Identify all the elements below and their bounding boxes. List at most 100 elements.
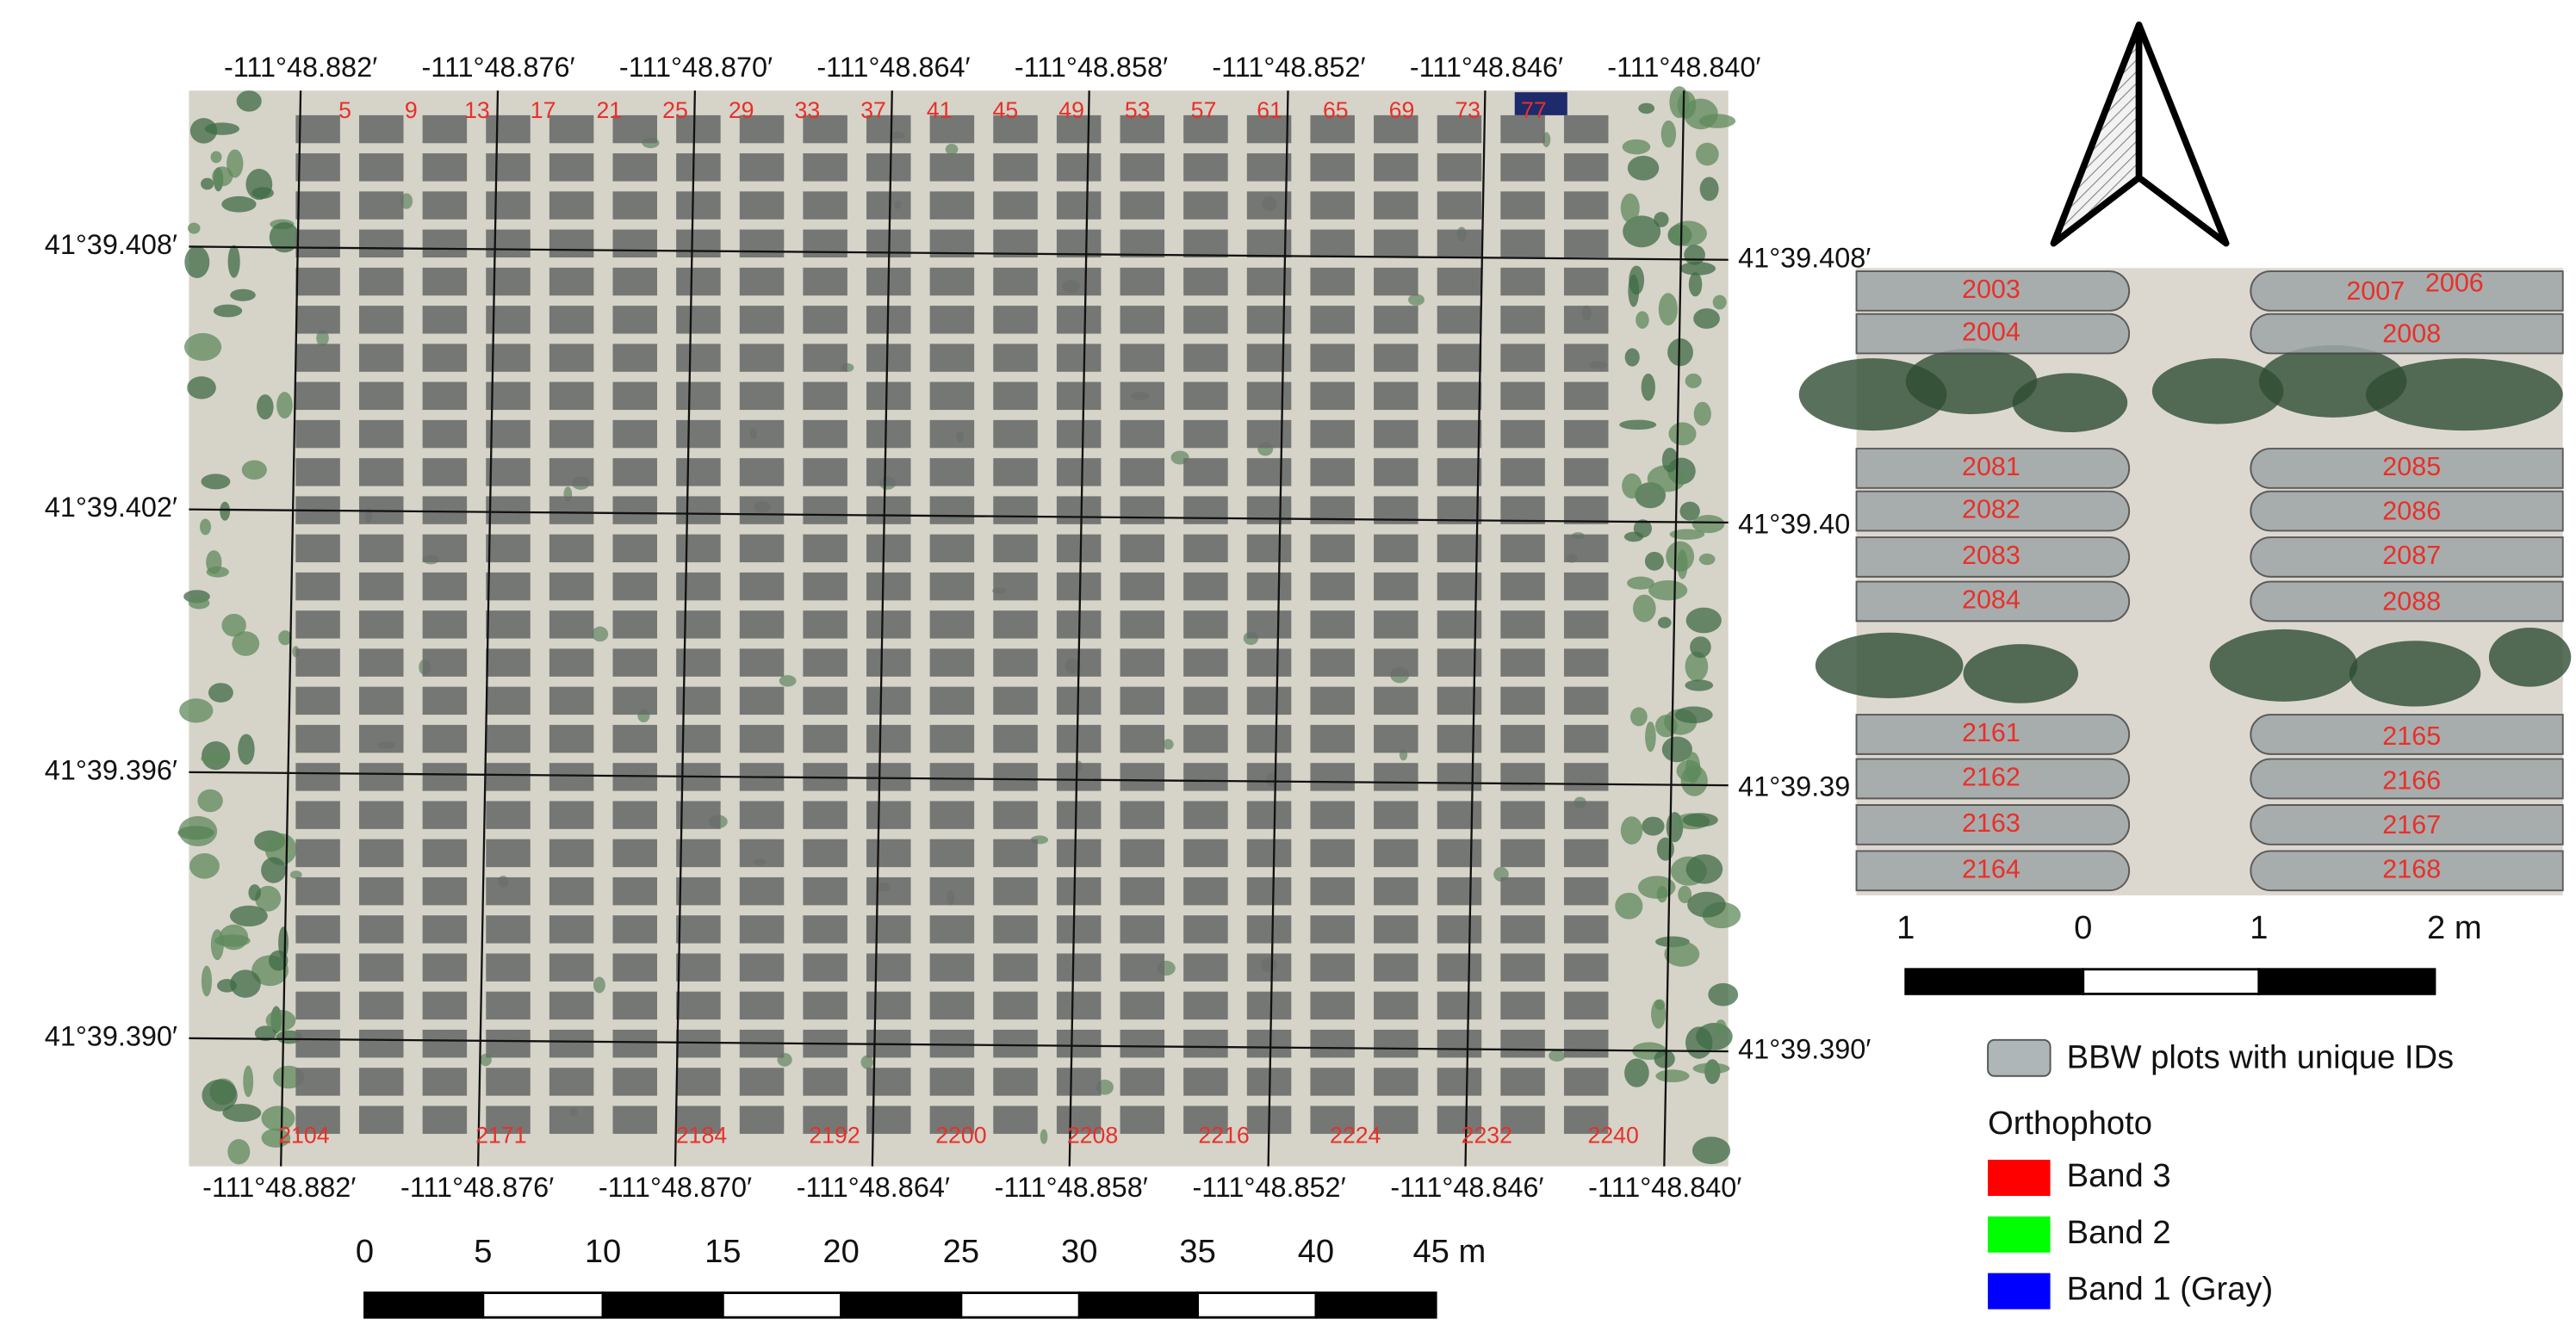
- plot: [1310, 572, 1355, 601]
- plot-id: 61: [1257, 97, 1282, 123]
- plot-id: 2087: [2382, 541, 2441, 570]
- plot: [1183, 876, 1228, 906]
- plot: [1500, 267, 1545, 296]
- inset-plot: [1855, 804, 2131, 845]
- plot: [1183, 229, 1228, 258]
- plot: [1246, 839, 1292, 868]
- latitude-label: 41°39.390′: [1738, 1034, 1871, 1065]
- plot: [612, 724, 658, 753]
- plot: [1563, 724, 1609, 753]
- plot: [549, 763, 594, 791]
- plot: [676, 534, 721, 563]
- plot: [1120, 153, 1165, 182]
- plot: [676, 648, 721, 677]
- plot: [1056, 1106, 1102, 1134]
- plot: [1183, 724, 1228, 753]
- plot: [1246, 115, 1292, 144]
- plot-id: 41: [927, 97, 953, 123]
- scale-label: 35: [1179, 1233, 1215, 1270]
- plot: [1310, 1068, 1355, 1096]
- plot: [358, 991, 404, 1020]
- plot: [929, 991, 975, 1020]
- plot: [1374, 648, 1418, 677]
- plot: [295, 419, 340, 449]
- plot: [866, 801, 911, 829]
- plot-id: 2167: [2382, 810, 2441, 839]
- plot: [1374, 115, 1418, 144]
- plot: [486, 496, 531, 524]
- vegetation: [1655, 1069, 1690, 1083]
- plot: [612, 229, 658, 258]
- plot: [1310, 991, 1355, 1020]
- plot: [929, 686, 975, 715]
- plot: [1120, 991, 1165, 1020]
- plot: [1500, 839, 1545, 868]
- plot: [1500, 686, 1545, 715]
- plot-id: 45: [993, 97, 1019, 123]
- plot: [929, 763, 975, 791]
- vegetation: [265, 1009, 296, 1031]
- north-arrow: [2050, 22, 2230, 247]
- plot-id: 2104: [278, 1122, 330, 1148]
- plot: [295, 229, 340, 258]
- plot: [993, 381, 1038, 411]
- plot: [1437, 1068, 1482, 1096]
- plot: [612, 458, 658, 486]
- plot: [1374, 191, 1418, 220]
- latitude-label: 41°39.396′: [45, 754, 177, 785]
- plot: [1563, 496, 1609, 524]
- plot: [1374, 534, 1418, 563]
- plot: [1310, 953, 1355, 982]
- plot: [358, 876, 404, 906]
- plot: [549, 1029, 594, 1058]
- plot: [866, 686, 911, 715]
- vegetation: [261, 1106, 295, 1131]
- vegetation: [1715, 1019, 1727, 1036]
- plot: [295, 344, 340, 372]
- vegetation: [276, 392, 293, 419]
- vegetation: [592, 626, 609, 642]
- plot: [295, 1068, 340, 1096]
- plot: [803, 381, 847, 411]
- plot: [1183, 915, 1228, 944]
- plot: [486, 381, 531, 411]
- vegetation: [1623, 215, 1661, 248]
- vegetation: [1696, 142, 1719, 166]
- plot: [1374, 458, 1418, 486]
- vegetation: [245, 168, 273, 201]
- plot: [929, 572, 975, 601]
- plot: [803, 458, 847, 486]
- vegetation: [1690, 636, 1711, 659]
- vegetation: [1905, 348, 2038, 415]
- vegetation: [1654, 1050, 1675, 1068]
- vegetation: [232, 631, 260, 656]
- plot: [1563, 572, 1609, 601]
- plot: [803, 876, 847, 906]
- longitude-label: -111°48.870′: [599, 1172, 752, 1203]
- plot: [612, 953, 658, 982]
- vegetation: [860, 1055, 874, 1069]
- plot: [1183, 801, 1228, 829]
- vegetation: [255, 885, 282, 912]
- vegetation: [269, 950, 289, 971]
- plot: [1120, 648, 1165, 677]
- plot: [422, 724, 468, 753]
- plot: [739, 876, 785, 906]
- plot-id: 2165: [2382, 722, 2441, 751]
- plot-id: 77: [1521, 97, 1547, 123]
- plot: [422, 458, 468, 486]
- vegetation: [1685, 373, 1702, 388]
- plot: [358, 153, 404, 182]
- plot: [1310, 344, 1355, 372]
- plot: [1500, 610, 1545, 639]
- plot: [803, 801, 847, 829]
- plot: [549, 344, 594, 372]
- plot: [1183, 839, 1228, 868]
- vegetation: [316, 330, 329, 347]
- vegetation: [210, 151, 222, 164]
- plot: [676, 610, 721, 639]
- plot: [1120, 419, 1165, 449]
- plot: [1374, 419, 1418, 449]
- plot: [1563, 1068, 1609, 1096]
- orthophoto-map: [177, 86, 1741, 1167]
